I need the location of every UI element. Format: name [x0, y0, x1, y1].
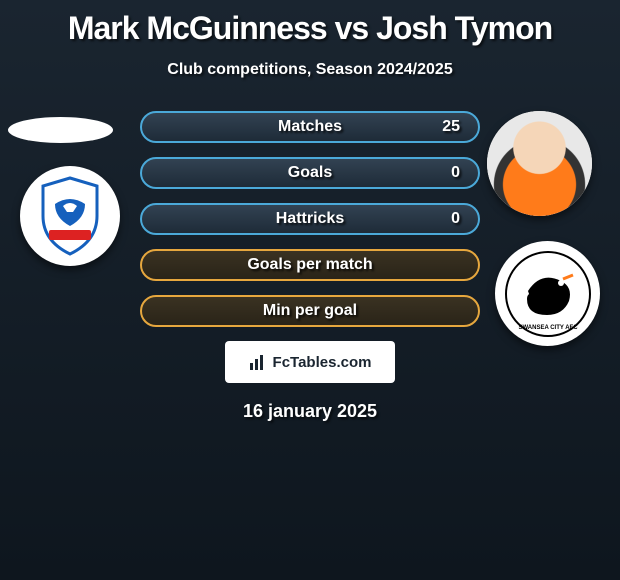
- stat-value: 0: [451, 210, 460, 228]
- stat-label: Min per goal: [263, 302, 357, 320]
- fctables-label: FcTables.com: [273, 354, 372, 371]
- stat-value: 0: [451, 164, 460, 182]
- stat-bars: Matches 25 Goals 0 Hattricks 0 Goals per…: [140, 111, 480, 327]
- svg-text:SWANSEA CITY AFC: SWANSEA CITY AFC: [518, 325, 578, 331]
- fctables-badge[interactable]: FcTables.com: [225, 341, 395, 383]
- stat-label: Hattricks: [276, 210, 344, 228]
- subtitle: Club competitions, Season 2024/2025: [0, 47, 620, 79]
- club-right-crest: SWANSEA CITY AFC: [495, 241, 600, 346]
- club-left-crest: [20, 166, 120, 266]
- stat-value: 25: [442, 118, 460, 136]
- stat-row-goals: Goals 0: [140, 157, 480, 189]
- date-label: 16 january 2025: [0, 401, 620, 422]
- swansea-crest-icon: SWANSEA CITY AFC: [503, 249, 593, 339]
- barchart-icon: [249, 353, 267, 371]
- stat-label: Goals: [288, 164, 332, 182]
- page-title: Mark McGuinness vs Josh Tymon: [0, 0, 620, 47]
- stat-row-matches: Matches 25: [140, 111, 480, 143]
- comparison-panel: SWANSEA CITY AFC Matches 25 Goals 0 Hatt…: [0, 111, 620, 422]
- player-right-photo: [487, 111, 592, 216]
- stat-row-min-per-goal: Min per goal: [140, 295, 480, 327]
- cardiff-crest-icon: [35, 176, 105, 256]
- stat-label: Matches: [278, 118, 342, 136]
- stat-row-hattricks: Hattricks 0: [140, 203, 480, 235]
- player-right-avatar: [487, 111, 592, 216]
- stat-row-goals-per-match: Goals per match: [140, 249, 480, 281]
- stat-label: Goals per match: [247, 256, 372, 274]
- player-left-placeholder: [8, 117, 113, 143]
